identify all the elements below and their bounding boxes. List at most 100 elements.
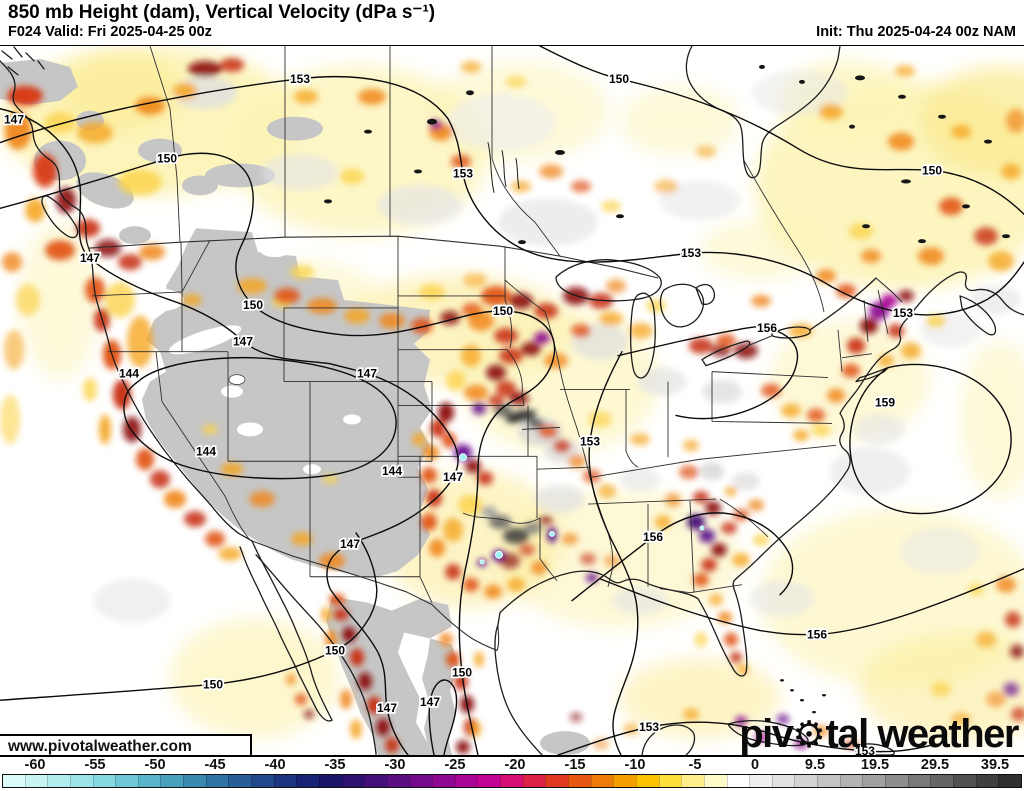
- contour-label: 144: [196, 444, 216, 458]
- great-salt-lake: [228, 374, 246, 385]
- contour-label: 144: [382, 464, 402, 478]
- colorbar-tick: -15: [564, 757, 586, 773]
- colorbar-segment: [24, 775, 48, 787]
- colorbar-segment: [568, 775, 591, 787]
- contour-label: 147: [443, 470, 463, 484]
- contour-label: 150: [493, 304, 513, 318]
- contour-labels: 144 144 144 147 147 147 147 147 147 147 147 150 150 1…: [2, 70, 944, 755]
- contour-label: 153: [893, 306, 913, 320]
- colorbar-segment: [205, 775, 229, 787]
- colorbar-segment: [681, 775, 704, 787]
- contour-144: [123, 357, 397, 480]
- product-title: 850 mb Height (dam), Vertical Velocity (…: [8, 2, 436, 23]
- colorbar-tick: 0: [750, 757, 760, 773]
- contour-153: [0, 76, 1024, 755]
- contour-label: 150: [325, 643, 345, 657]
- contour-label: 153: [290, 72, 310, 86]
- colorbar-segment: [726, 775, 750, 787]
- contour-label: 147: [80, 251, 100, 265]
- model-init-label: Init: Thu 2025-04-24 00z NAM: [816, 24, 1016, 40]
- gear-icon: ⚙: [792, 714, 826, 755]
- nova-scotia: [959, 295, 997, 336]
- colorbar-segment: [907, 775, 931, 787]
- great-lakes: [555, 259, 811, 379]
- pivotal-weather-logo: piv⚙tal weather: [739, 712, 1019, 756]
- colorbar-segment: [658, 775, 682, 787]
- contour-label: 153: [681, 246, 701, 260]
- colorbar-segment: [703, 775, 727, 787]
- contour-label: 150: [922, 163, 942, 177]
- extreme-ascent-spots: [459, 453, 705, 565]
- colorbar-tick: -60: [24, 757, 46, 773]
- hudson-bay: [685, 46, 841, 179]
- colorbar-tick: -45: [204, 757, 226, 773]
- colorbar-tick: 29.5: [920, 757, 950, 773]
- st-lawrence-river: [809, 277, 877, 331]
- header: 850 mb Height (dam), Vertical Velocity (…: [0, 0, 1024, 45]
- height-contours: [0, 46, 1024, 755]
- colorbar-tick: -5: [688, 757, 702, 773]
- colorbar-segment: [998, 775, 1021, 787]
- colorbar-segment: [47, 775, 70, 787]
- colorbar-segment: [432, 775, 455, 787]
- colorbar: -60 -55 -50 -45 -40 -35 -30 -25 -20 -15 -10 -5 0 9.5 1…: [0, 757, 1024, 791]
- logo-text-pre: piv: [739, 712, 794, 756]
- colorbar-scale: [2, 774, 1022, 788]
- colorbar-segment: [771, 775, 795, 787]
- watermark: www.pivotalweather.com: [0, 734, 252, 755]
- colorbar-segment: [545, 775, 569, 787]
- province-borders: [149, 46, 825, 312]
- colorbar-segment: [92, 775, 116, 787]
- colorbar-tick: -35: [324, 757, 346, 773]
- contour-label: 150: [452, 665, 472, 679]
- colorbar-tick: 9.5: [804, 757, 826, 773]
- header-subrow: F024 Valid: Fri 2025-04-25 00z Init: Thu…: [8, 24, 1016, 40]
- gulf-atlantic-coast: [494, 271, 1024, 755]
- colorbar-tick: -50: [144, 757, 166, 773]
- colorbar-segment: [364, 775, 387, 787]
- small-lakes: [324, 64, 1010, 714]
- contour-label: 153: [855, 744, 875, 755]
- colorbar-tick: 19.5: [860, 757, 890, 773]
- yucatan-coast: [641, 724, 696, 755]
- colorbar-segment: [862, 775, 885, 787]
- contour-label: 147: [4, 113, 24, 127]
- colorbar-segment: [273, 775, 297, 787]
- contour-label: 156: [807, 628, 827, 642]
- colorbar-tick: -20: [504, 757, 526, 773]
- logo-text-word2: weather: [867, 712, 1019, 756]
- colorbar-segment: [952, 775, 976, 787]
- contour-label: 156: [757, 321, 777, 335]
- contour-label: 144: [119, 367, 139, 381]
- contour-150: [0, 46, 1024, 755]
- colorbar-segment: [613, 775, 636, 787]
- colorbar-segment: [183, 775, 206, 787]
- pacific-coast: [0, 60, 253, 542]
- contour-label: 156: [643, 530, 663, 544]
- colorbar-segment: [115, 775, 138, 787]
- colorbar-segment: [318, 775, 342, 787]
- coastlines: [0, 46, 1024, 755]
- baja-peninsula: [239, 540, 333, 722]
- colorbar-segment: [3, 775, 25, 787]
- colorbar-segment: [341, 775, 365, 787]
- contour-label: 150: [609, 72, 629, 86]
- contour-label: 147: [357, 367, 377, 381]
- map-image: 144 144 144 147 147 147 147 147 147 147 147 150 150 1…: [0, 46, 1024, 755]
- contour-156: [571, 326, 1024, 636]
- logo-text-post: tal: [825, 712, 870, 756]
- colorbar-segment: [228, 775, 252, 787]
- colorbar-segment: [839, 775, 863, 787]
- colorbar-segment: [386, 775, 410, 787]
- contour-label: 153: [580, 434, 600, 448]
- contour-159: [849, 363, 1012, 515]
- colorbar-segment: [930, 775, 953, 787]
- colorbar-tick: -25: [444, 757, 466, 773]
- colorbar-tick: 39.5: [980, 757, 1010, 773]
- forecast-valid-label: F024 Valid: Fri 2025-04-25 00z: [8, 24, 212, 40]
- colorbar-tick: -30: [384, 757, 406, 773]
- state-borders: [87, 46, 903, 651]
- contour-label: 147: [377, 701, 397, 715]
- contour-label: 150: [203, 677, 223, 691]
